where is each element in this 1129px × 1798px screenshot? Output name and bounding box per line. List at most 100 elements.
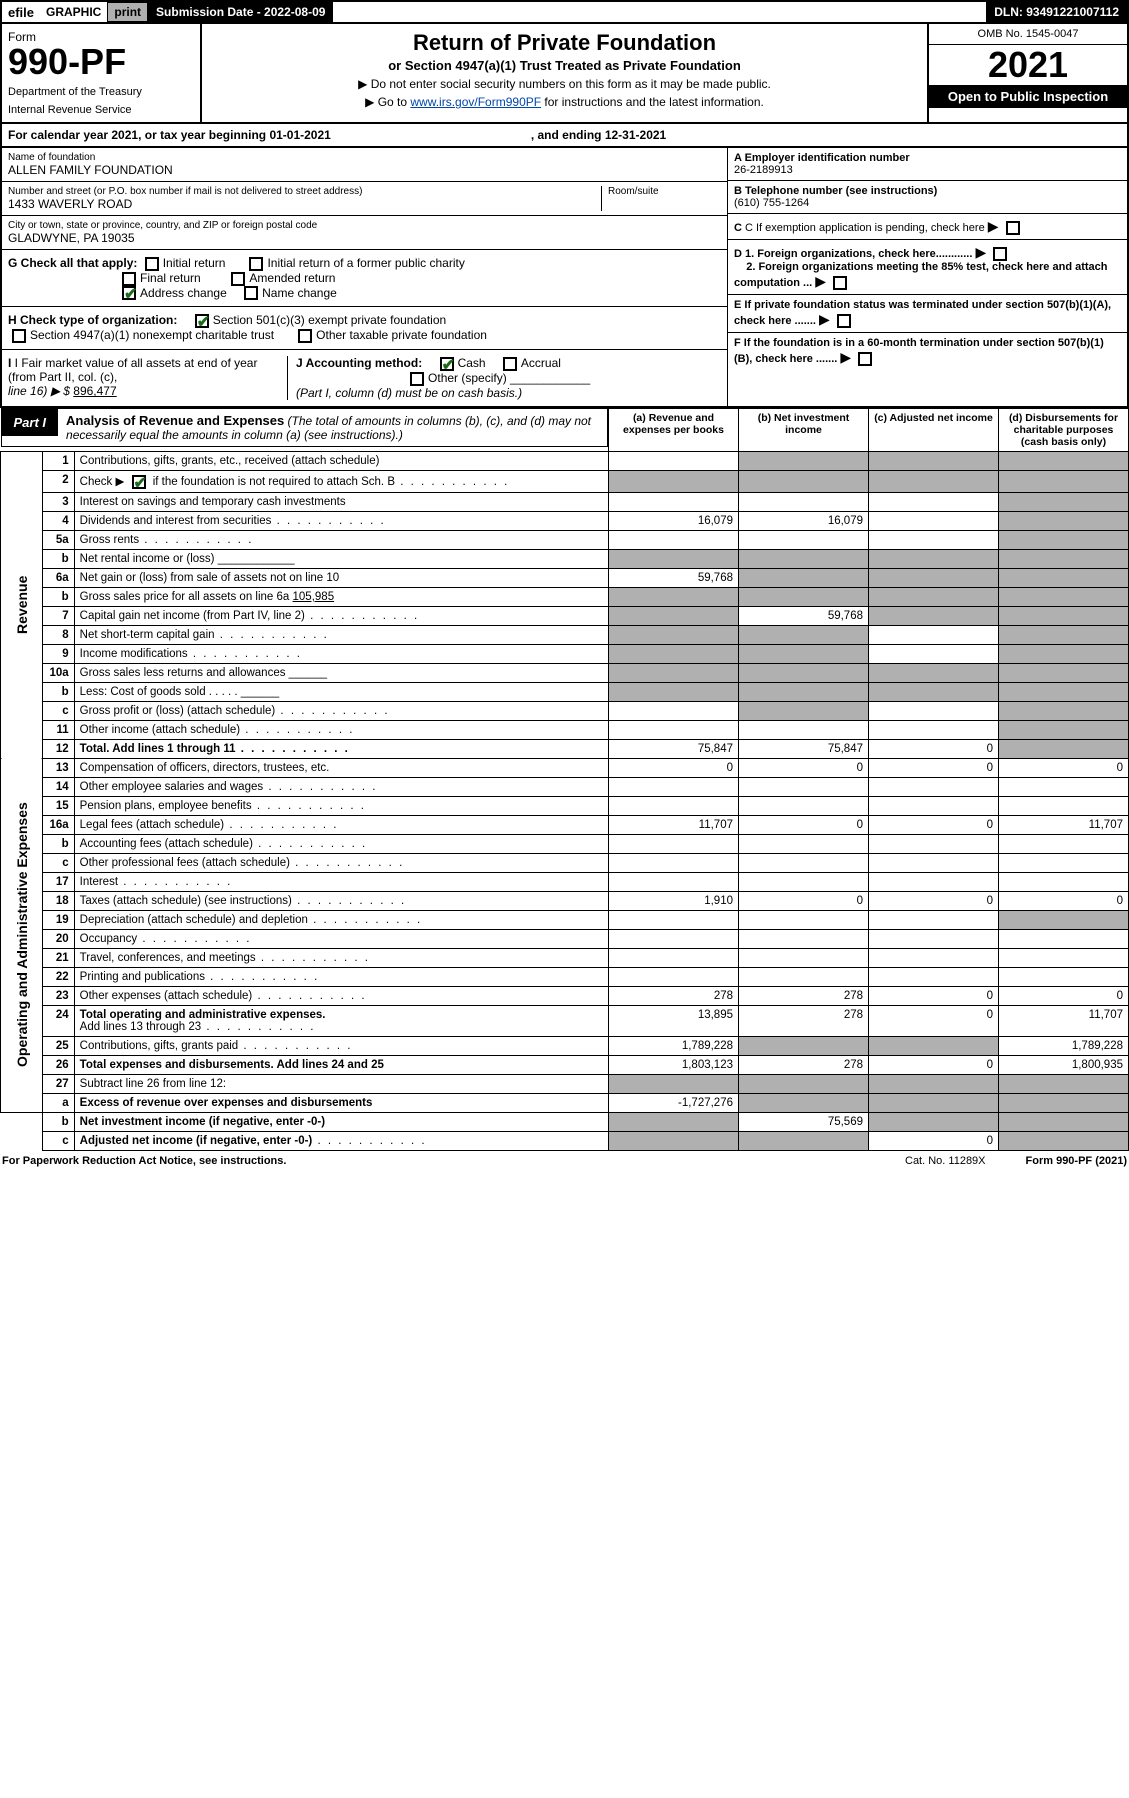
j-accrual: Accrual [521, 356, 561, 370]
row-18: 18Taxes (attach schedule) (see instructi… [1, 891, 1129, 910]
row-10c: cGross profit or (loss) (attach schedule… [1, 701, 1129, 720]
page-footer: For Paperwork Reduction Act Notice, see … [0, 1151, 1129, 1171]
c-checkbox[interactable] [1006, 221, 1020, 235]
instr-2: ▶ Go to www.irs.gov/Form990PF for instru… [208, 95, 921, 109]
header-left: Form 990-PF Department of the Treasury I… [2, 24, 202, 122]
other-taxable-checkbox[interactable] [298, 329, 312, 343]
row-16a: 16aLegal fees (attach schedule)11,707001… [1, 815, 1129, 834]
entity-right: A Employer identification number 26-2189… [727, 148, 1127, 406]
d2-checkbox[interactable] [833, 276, 847, 290]
i-value: 896,477 [73, 384, 116, 398]
i-label: I Fair market value of all assets at end… [8, 356, 257, 384]
f-label: F If the foundation is in a 60-month ter… [734, 337, 1104, 365]
form-header: Form 990-PF Department of the Treasury I… [0, 24, 1129, 124]
row-23: 23Other expenses (attach schedule)278278… [1, 986, 1129, 1005]
d1-checkbox[interactable] [993, 247, 1007, 261]
part1-table: Part I Analysis of Revenue and Expenses … [0, 408, 1129, 1151]
f-checkbox[interactable] [858, 352, 872, 366]
ij-row: I I Fair market value of all assets at e… [2, 350, 727, 406]
501c3-checkbox[interactable] [195, 314, 209, 328]
row-16c: cOther professional fees (attach schedul… [1, 853, 1129, 872]
foundation-name: ALLEN FAMILY FOUNDATION [8, 163, 721, 177]
h-501c3: Section 501(c)(3) exempt private foundat… [213, 313, 446, 327]
instr-link[interactable]: www.irs.gov/Form990PF [410, 95, 541, 109]
row-16b: bAccounting fees (attach schedule) [1, 834, 1129, 853]
schb-checkbox[interactable] [132, 475, 146, 489]
4947-checkbox[interactable] [12, 329, 26, 343]
row-5b: bNet rental income or (loss) ___________… [1, 549, 1129, 568]
entity-left: Name of foundation ALLEN FAMILY FOUNDATI… [2, 148, 727, 406]
name-label: Name of foundation [8, 152, 721, 163]
d2-label: 2. Foreign organizations meeting the 85%… [734, 261, 1108, 289]
tax-year: 2021 [929, 45, 1127, 85]
dln: DLN: 93491221007112 [986, 2, 1127, 22]
initial-return-checkbox[interactable] [145, 257, 159, 271]
other-method-checkbox[interactable] [410, 372, 424, 386]
submission-date: Submission Date - 2022-08-09 [148, 2, 333, 22]
print-button[interactable]: print [107, 2, 148, 22]
e-checkbox[interactable] [837, 314, 851, 328]
b-label: B Telephone number (see instructions) [734, 185, 937, 197]
h-check-row: H Check type of organization: Section 50… [2, 307, 727, 350]
b-row: B Telephone number (see instructions) (6… [728, 181, 1127, 214]
form-number: 990-PF [8, 44, 194, 80]
row-25: 25Contributions, gifts, grants paid1,789… [1, 1036, 1129, 1055]
row-10a: 10aGross sales less returns and allowanc… [1, 663, 1129, 682]
e-row: E If private foundation status was termi… [728, 295, 1127, 333]
part1-header: Part I Analysis of Revenue and Expenses … [1, 408, 609, 447]
h-other: Other taxable private foundation [316, 328, 487, 342]
expenses-side-label: Operating and Administrative Expenses [1, 758, 43, 1112]
instr2-post: for instructions and the latest informat… [541, 95, 764, 109]
row-26: 26Total expenses and disbursements. Add … [1, 1055, 1129, 1074]
amended-return-checkbox[interactable] [231, 272, 245, 286]
a-label: A Employer identification number [734, 152, 910, 164]
calyear-begin: For calendar year 2021, or tax year begi… [8, 128, 331, 142]
row-5a: 5aGross rents [1, 530, 1129, 549]
row-8: 8Net short-term capital gain [1, 625, 1129, 644]
g-check-row: G Check all that apply: Initial return I… [2, 250, 727, 307]
row-2: 2 Check ▶ if the foundation is not requi… [1, 470, 1129, 492]
row-27: 27Subtract line 26 from line 12: [1, 1074, 1129, 1093]
name-change-checkbox[interactable] [244, 286, 258, 300]
g-address: Address change [140, 286, 227, 300]
row-27b: bNet investment income (if negative, ent… [1, 1112, 1129, 1131]
row-11: 11Other income (attach schedule) [1, 720, 1129, 739]
topbar-left: efile GRAPHIC print [2, 2, 148, 22]
graphic-label: GRAPHIC [40, 3, 107, 21]
row-13: Operating and Administrative Expenses 13… [1, 758, 1129, 777]
row-27a: aExcess of revenue over expenses and dis… [1, 1093, 1129, 1112]
col-a-header: (a) Revenue and expenses per books [609, 408, 739, 451]
g-name: Name change [262, 286, 337, 300]
city-label: City or town, state or province, country… [8, 220, 721, 231]
row-14: 14Other employee salaries and wages [1, 777, 1129, 796]
row-6b: bGross sales price for all assets on lin… [1, 587, 1129, 606]
row-24: 24Total operating and administrative exp… [1, 1005, 1129, 1036]
entity-block: Name of foundation ALLEN FAMILY FOUNDATI… [0, 148, 1129, 408]
row-1: Revenue 1Contributions, gifts, grants, e… [1, 451, 1129, 470]
c-label: C If exemption application is pending, c… [745, 222, 985, 234]
header-right: OMB No. 1545-0047 2021 Open to Public In… [927, 24, 1127, 122]
initial-former-checkbox[interactable] [249, 257, 263, 271]
g-label: G Check all that apply: [8, 256, 137, 270]
row-7: 7Capital gain net income (from Part IV, … [1, 606, 1129, 625]
header-mid: Return of Private Foundation or Section … [202, 24, 927, 122]
accrual-checkbox[interactable] [503, 357, 517, 371]
j-label: J Accounting method: [296, 356, 422, 370]
cash-checkbox[interactable] [440, 357, 454, 371]
form-title: Return of Private Foundation [208, 30, 921, 56]
g-initial: Initial return [163, 256, 226, 270]
addr-label: Number and street (or P.O. box number if… [8, 186, 601, 197]
city-state-zip: GLADWYNE, PA 19035 [8, 231, 721, 245]
topbar: efile GRAPHIC print Submission Date - 20… [0, 0, 1129, 24]
d1-label: D 1. Foreign organizations, check here..… [734, 248, 972, 260]
j-cash: Cash [458, 356, 486, 370]
city-row: City or town, state or province, country… [2, 216, 727, 250]
address-row: Number and street (or P.O. box number if… [2, 182, 727, 216]
address-change-checkbox[interactable] [122, 286, 136, 300]
room-label: Room/suite [608, 186, 721, 197]
form-subtitle: or Section 4947(a)(1) Trust Treated as P… [208, 58, 921, 73]
part1-tag: Part I [2, 409, 59, 436]
row-22: 22Printing and publications [1, 967, 1129, 986]
col-d-header: (d) Disbursements for charitable purpose… [999, 408, 1129, 451]
d-row: D 1. Foreign organizations, check here..… [728, 240, 1127, 295]
